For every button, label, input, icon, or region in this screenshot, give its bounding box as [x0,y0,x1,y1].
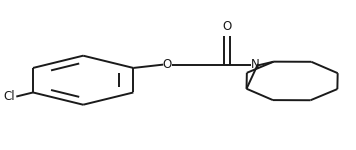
Text: N: N [251,58,260,71]
Text: O: O [163,58,172,71]
Text: Cl: Cl [3,90,15,103]
Text: O: O [222,20,232,33]
